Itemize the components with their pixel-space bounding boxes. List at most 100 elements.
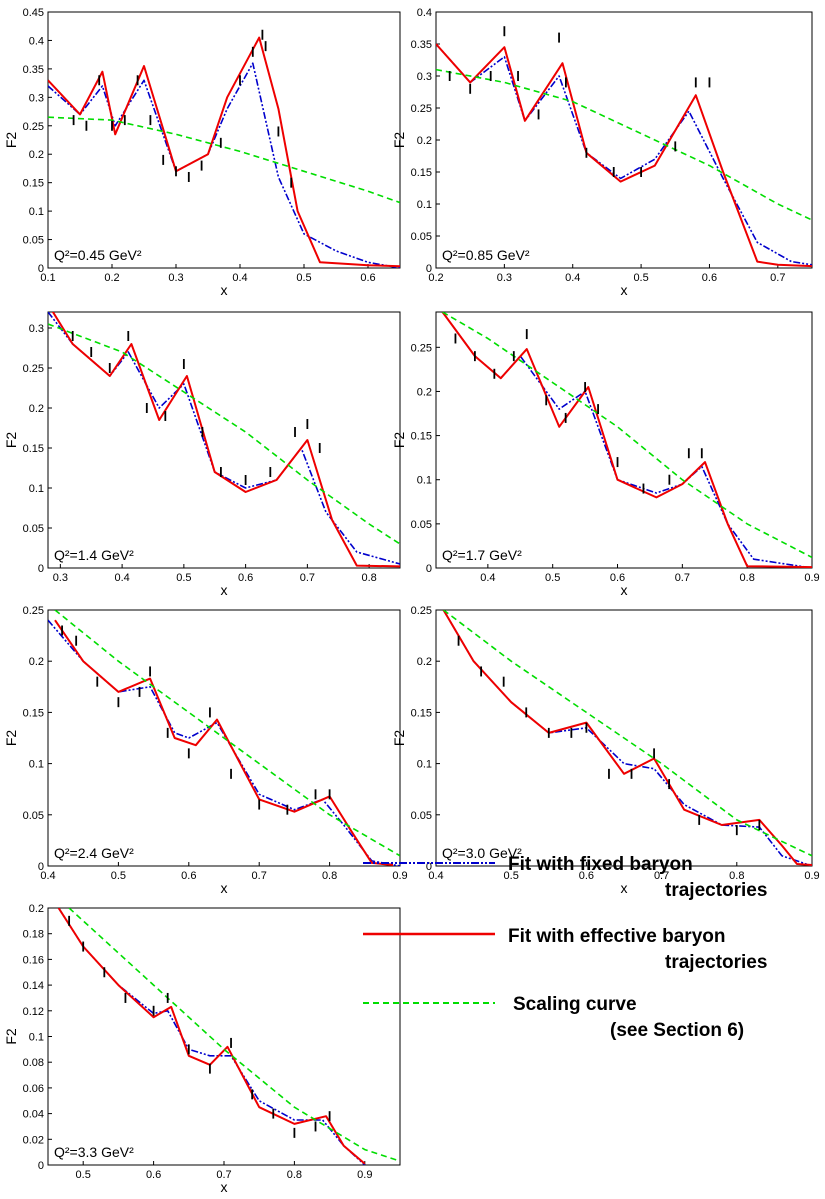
x-tick-label: 0.9 (804, 572, 819, 584)
panel-4: 0.4 0.5 0.6 0.7 0.8 0.9 0 0.05 0.1 0.15 0.2 0.25 x F2… (391, 311, 820, 598)
y-tick-label: 0.3 (29, 92, 44, 104)
y-axis-label: F2 (3, 132, 19, 149)
x-tick-label: 0.6 (238, 572, 253, 584)
y-tick-label: 0.25 (411, 342, 432, 354)
series-group (48, 29, 400, 268)
q2-label: Q²=3.3 GeV² (54, 1144, 134, 1160)
series-line-effective (51, 312, 400, 568)
series-group (48, 610, 400, 866)
x-tick-label: 0.4 (565, 272, 580, 284)
series-group (48, 312, 400, 568)
q2-label: Q²=1.7 GeV² (442, 547, 522, 563)
x-tick-label: 0.1 (40, 272, 55, 284)
series-line-effective (436, 43, 812, 268)
legend-label-fixed-1: Fit with fixed baryon (508, 854, 693, 875)
y-tick-label: 0.35 (411, 39, 432, 51)
y-tick-label: 0.08 (23, 1057, 44, 1069)
x-tick-label: 0.9 (804, 870, 819, 882)
plot-frame (435, 311, 813, 569)
plot-frame (47, 11, 401, 269)
y-tick-label: 0.15 (23, 178, 44, 190)
x-tick-label: 0.5 (296, 272, 311, 284)
legend-label-fixed-2: trajectories (665, 880, 767, 901)
x-tick-label: 0.6 (702, 272, 717, 284)
y-tick-label: 0.2 (417, 656, 432, 668)
y-tick-label: 0.1 (417, 759, 432, 771)
plot-frame (435, 609, 813, 867)
panel-7: 0.5 0.6 0.7 0.8 0.9 0 0.02 0.04 0.06 0.08 0.1 0.12 0… (3, 903, 401, 1195)
series-line-scaling (48, 116, 400, 204)
y-tick-label: 0.3 (29, 323, 44, 335)
panel-1: 0.1 0.2 0.3 0.4 0.5 0.6 0 0.05 0.1 0.15 0.2 0.25 0.3… (3, 7, 401, 298)
plot-frame (47, 311, 401, 569)
legend-label-effective-1: Fit with effective baryon (508, 926, 725, 947)
x-tick-label: 0.3 (497, 272, 512, 284)
plot-frame (47, 907, 401, 1166)
y-tick-label: 0.2 (29, 149, 44, 161)
x-axis-label: x (621, 282, 628, 298)
y-tick-label: 0.05 (411, 810, 432, 822)
y-tick-label: 0.1 (417, 475, 432, 487)
x-tick-label: 0.8 (361, 572, 376, 584)
series-group (57, 908, 400, 1165)
x-axis-label: x (621, 582, 628, 598)
series-line-scaling (68, 908, 400, 1162)
series-group (436, 26, 812, 268)
series-line-scaling (443, 610, 812, 857)
y-tick-label: 0.14 (23, 980, 44, 992)
legend-label-scaling-1: Scaling curve (513, 994, 637, 1015)
series-line-effective (442, 610, 812, 866)
y-tick-label: 0.1 (29, 206, 44, 218)
y-tick-label: 0.3 (417, 71, 432, 83)
y-tick-label: 0.4 (29, 35, 44, 47)
x-tick-label: 0.5 (111, 870, 126, 882)
y-tick-label: 0 (38, 861, 44, 873)
y-tick-label: 0.25 (23, 605, 44, 617)
y-axis-label: F2 (391, 432, 407, 449)
series-line-fixed (57, 908, 366, 1165)
series-line-scaling (436, 68, 812, 221)
x-axis-label: x (221, 1179, 228, 1195)
series-line-effective (441, 312, 812, 568)
y-tick-label: 0.2 (417, 386, 432, 398)
x-tick-label: 0.7 (216, 1169, 231, 1181)
x-tick-label: 0.6 (146, 1169, 161, 1181)
series-group (441, 312, 812, 568)
x-tick-label: 0.8 (729, 870, 744, 882)
q2-label: Q²=0.85 GeV² (442, 247, 530, 263)
y-tick-label: 0.12 (23, 1006, 44, 1018)
legend: Fit with fixed baryon trajectories Fit w… (363, 854, 767, 1041)
y-tick-label: 0 (38, 1160, 44, 1172)
x-tick-label: 0.9 (392, 870, 407, 882)
y-tick-label: 0.16 (23, 954, 44, 966)
panel-6: 0.4 0.5 0.6 0.7 0.8 0.9 0 0.05 0.1 0.15 0.2 0.25 x F2… (391, 605, 820, 896)
x-tick-label: 0.6 (610, 572, 625, 584)
x-tick-label: 0.7 (300, 572, 315, 584)
x-tick-label: 0.2 (428, 272, 443, 284)
y-tick-label: 0.15 (411, 707, 432, 719)
x-tick-label: 0.4 (232, 272, 247, 284)
y-tick-label: 0.25 (411, 605, 432, 617)
y-tick-label: 0.15 (411, 431, 432, 443)
x-tick-label: 0.3 (53, 572, 68, 584)
y-tick-label: 0.2 (29, 656, 44, 668)
y-tick-label: 0.05 (411, 519, 432, 531)
x-tick-label: 0.5 (545, 572, 560, 584)
y-tick-label: 0.04 (23, 1109, 44, 1121)
y-axis-label: F2 (391, 132, 407, 149)
x-tick-label: 0.8 (740, 572, 755, 584)
y-tick-label: 0.18 (23, 929, 44, 941)
q2-label: Q²=1.4 GeV² (54, 547, 134, 563)
y-tick-label: 0.05 (23, 235, 44, 247)
q2-label: Q²=3.0 GeV² (442, 845, 522, 861)
y-tick-label: 0 (38, 263, 44, 275)
x-tick-label: 0.7 (675, 572, 690, 584)
legend-label-effective-2: trajectories (665, 952, 767, 973)
series-line-fixed (48, 62, 400, 268)
panel-2: 0.2 0.3 0.4 0.5 0.6 0.7 0 0.05 0.1 0.15 0.2 0.25 0.3… (391, 7, 813, 298)
panel-3: 0.3 0.4 0.5 0.6 0.7 0.8 0 0.05 0.1 0.15 0.2 0.25 0.3… (3, 311, 401, 598)
y-tick-label: 0.15 (23, 707, 44, 719)
y-tick-label: 0.15 (411, 167, 432, 179)
x-axis-label: x (221, 880, 228, 896)
